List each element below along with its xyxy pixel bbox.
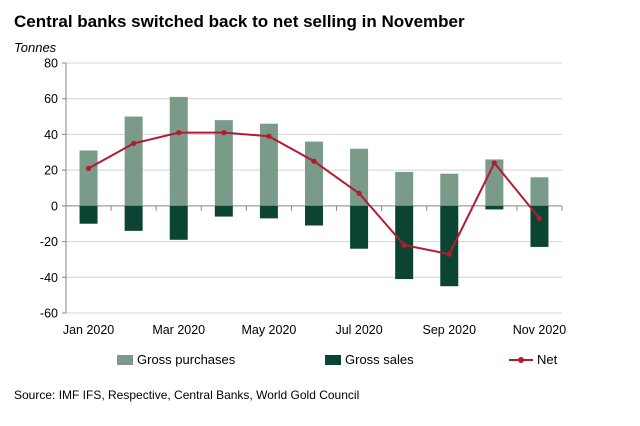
legend-swatch-gross-purchases (117, 354, 133, 365)
bar-gross-purchases (169, 96, 188, 206)
net-point (401, 242, 407, 248)
x-tick-label: Jul 2020 (335, 323, 382, 337)
bar-gross-sales (395, 205, 414, 280)
bar-gross-sales (124, 205, 143, 231)
bar-gross-purchases (214, 120, 233, 206)
chart-title: Central banks switched back to net selli… (14, 12, 465, 31)
x-tick-label: Jan 2020 (63, 323, 114, 337)
net-point (266, 133, 272, 139)
net-point (221, 130, 227, 136)
net-point (176, 130, 182, 136)
legend-label-net: Net (537, 352, 558, 367)
y-tick-label: 60 (44, 92, 58, 106)
bar-gross-purchases (440, 173, 459, 206)
legend-swatch-gross-sales (325, 354, 341, 365)
bar-gross-purchases (485, 159, 504, 206)
bar-gross-sales (440, 205, 459, 287)
bar-gross-sales (350, 205, 369, 249)
net-point (131, 140, 137, 146)
legend: Gross purchases Gross sales Net (0, 352, 640, 374)
net-point (446, 251, 452, 257)
x-tick-label: May 2020 (241, 323, 296, 337)
x-tick-label: Sep 2020 (423, 323, 477, 337)
x-tick-label: Nov 2020 (513, 323, 567, 337)
bar-gross-purchases (79, 150, 98, 206)
bar-gross-purchases (350, 148, 369, 206)
y-tick-label: 40 (44, 128, 58, 142)
net-point (85, 165, 92, 171)
bar-gross-purchases (124, 116, 143, 206)
x-tick-label: Mar 2020 (152, 323, 205, 337)
bar-gross-sales (485, 205, 504, 210)
bar-gross-purchases (530, 177, 549, 206)
net-point (356, 190, 362, 196)
bar-gross-sales (79, 205, 98, 224)
source-note: Source: IMF IFS, Respective, Central Ban… (14, 388, 360, 402)
y-tick-label: -20 (40, 235, 58, 249)
y-tick-label: -60 (40, 307, 58, 321)
bars (79, 96, 549, 287)
chart-plot: 80 60 40 20 0 -20 -40 -60 Jan 2020 Mar 2020 May 20… (40, 57, 566, 338)
bar-gross-sales (530, 205, 549, 247)
bar-gross-purchases (395, 171, 414, 206)
legend-item-net: Net (509, 352, 557, 367)
y-tick-label: -40 (40, 271, 58, 285)
y-axis-label: Tonnes (14, 40, 57, 55)
net-point (491, 160, 497, 166)
bar-gross-sales (259, 205, 278, 219)
y-tick-label: 0 (51, 199, 58, 213)
bar-gross-purchases (259, 123, 278, 206)
bar-gross-sales (214, 205, 233, 217)
bar-gross-sales (169, 205, 188, 240)
net-point (311, 158, 317, 164)
y-tick-label: 20 (44, 164, 58, 178)
legend-swatch-net (509, 355, 533, 365)
bar-gross-purchases (305, 141, 323, 206)
y-tick-label: 80 (44, 57, 58, 71)
legend-label-gross-purchases: Gross purchases (137, 352, 236, 367)
net-line (85, 130, 543, 257)
legend-label-gross-sales: Gross sales (345, 352, 414, 367)
gridlines (66, 62, 562, 314)
legend-item-gross-purchases: Gross purchases (117, 352, 235, 367)
tick-labels: 80 60 40 20 0 -20 -40 -60 Jan 2020 Mar 2020 May 20… (40, 57, 566, 338)
bar-gross-sales (305, 205, 323, 226)
net-point (536, 215, 543, 221)
legend-item-gross-sales: Gross sales (325, 352, 414, 367)
